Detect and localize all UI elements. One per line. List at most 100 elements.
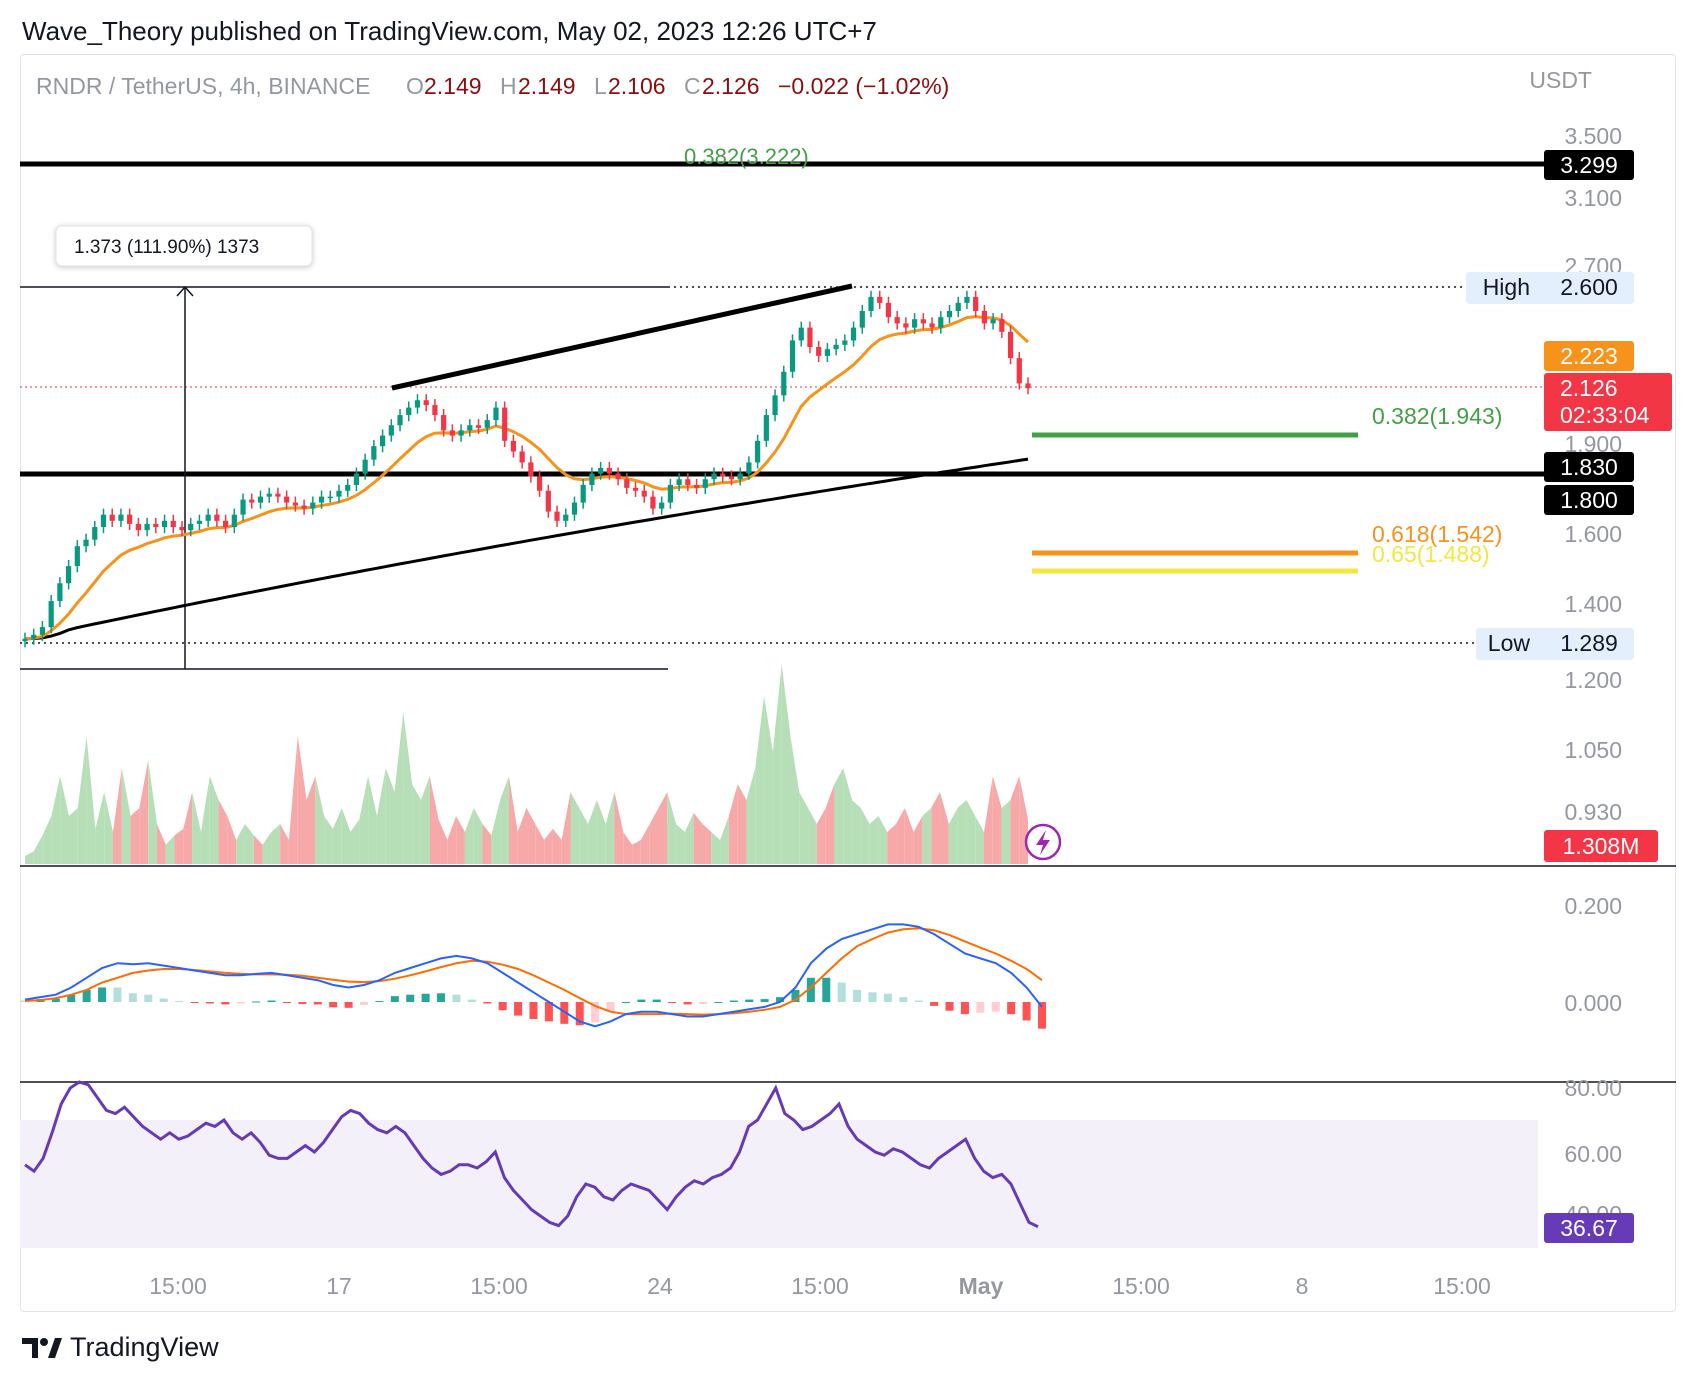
macd-histogram-bar	[914, 1000, 923, 1002]
candle-body	[781, 371, 787, 396]
volume-segment	[940, 792, 949, 864]
volume-segment	[579, 808, 589, 864]
macd-histogram-bar	[452, 994, 461, 1002]
macd-histogram-bar	[883, 993, 892, 1002]
volume-segment	[1010, 776, 1020, 864]
volume-segment	[218, 800, 228, 864]
volume-segment	[623, 832, 633, 864]
volume-segment	[570, 792, 580, 864]
candle-body	[755, 440, 761, 463]
time-axis[interactable]: 15:00 17 15:00 24 15:00 May 15:00 8 15:0…	[149, 1273, 1491, 1299]
volume-segment	[227, 816, 237, 864]
macd-histogram-bar	[21, 1000, 29, 1002]
macd-histogram-bar	[837, 982, 846, 1002]
macd-histogram-bar	[560, 1002, 569, 1024]
volume-segment	[816, 808, 826, 864]
candle-body	[388, 425, 394, 436]
macd-histogram-bar	[483, 1002, 492, 1004]
candle-body	[746, 462, 752, 474]
candle-body	[528, 462, 534, 477]
y-tick: 1.050	[1564, 737, 1622, 763]
macd-histogram-bar	[621, 1002, 630, 1003]
candle-body	[598, 467, 604, 474]
candle-body	[685, 479, 691, 485]
candle-body	[371, 446, 377, 460]
measure-arrowhead	[176, 285, 194, 297]
volume-segment	[975, 816, 985, 864]
volume-segment	[517, 808, 527, 864]
volume-segment	[315, 776, 325, 864]
macd-histogram-bar	[205, 1002, 214, 1004]
close-value: 2.126	[702, 73, 760, 99]
fib-618-label: 0.618(1.542)	[1372, 521, 1502, 547]
lightning-icon[interactable]	[1024, 823, 1062, 861]
candle-body	[702, 479, 708, 488]
candle-body	[66, 566, 72, 584]
macd-histogram-bar	[806, 977, 815, 1002]
candle-body	[894, 317, 900, 324]
volume-segment	[464, 808, 474, 864]
macd-histogram-bar	[190, 1002, 199, 1003]
high-label: H	[500, 73, 517, 99]
candle-body	[467, 425, 473, 431]
candle-body	[432, 405, 438, 416]
volume-segment	[834, 768, 844, 864]
macd-histogram-bar	[791, 989, 800, 1002]
candle-body	[57, 583, 63, 602]
macd-histogram-bar	[514, 1002, 523, 1016]
macd-histogram-bar	[1022, 1002, 1031, 1021]
currency-label: USDT	[1529, 67, 1592, 93]
macd-tick: 0.000	[1564, 990, 1622, 1016]
ohlc-legend: RNDR / TetherUS, 4h, BINANCE O 2.149 H 2…	[36, 73, 949, 99]
candle-body	[493, 407, 499, 421]
volume-segment	[878, 816, 888, 864]
resistance-tag: 3.299	[1560, 152, 1618, 178]
candle-body	[484, 420, 490, 428]
candle-body	[336, 490, 342, 497]
volume-segment	[68, 808, 78, 864]
volume-segment	[632, 840, 641, 864]
candle-body	[545, 490, 551, 512]
volume-segment	[746, 768, 756, 864]
candle-body	[100, 514, 107, 528]
x-tick: 15:00	[1112, 1273, 1170, 1299]
ema50-tag: 2.223	[1560, 343, 1618, 369]
macd-histogram-bar	[606, 1002, 615, 1012]
x-tick: 17	[326, 1273, 352, 1299]
volume-segment	[51, 776, 61, 864]
candle-body	[127, 514, 133, 524]
candle-body	[850, 327, 857, 341]
volume-segment	[148, 760, 157, 864]
volume-segment	[825, 784, 835, 864]
candle-body	[964, 296, 970, 303]
macd-histogram-bar	[529, 1002, 538, 1019]
volume-segment	[165, 835, 175, 864]
volume-segment	[156, 824, 166, 864]
macd-histogram-bar	[67, 994, 76, 1002]
macd-histogram-bar	[1007, 1002, 1016, 1015]
candle-body	[458, 430, 464, 436]
trendline[interactable]	[391, 283, 853, 391]
macd-histogram-bar	[899, 997, 908, 1002]
candle-body	[824, 349, 830, 356]
ema50-line	[24, 315, 1030, 641]
volume-segment	[552, 828, 562, 864]
volume-segment	[1019, 776, 1028, 864]
y-tick: 0.930	[1564, 799, 1622, 825]
volume-segment	[1001, 800, 1011, 864]
volume-segment	[42, 816, 52, 864]
macd-histogram-bar	[853, 989, 862, 1002]
x-tick: May	[959, 1273, 1004, 1299]
macd-tick: 0.200	[1564, 893, 1622, 919]
open-label: O	[406, 73, 424, 99]
macd-histogram-bar	[421, 993, 430, 1002]
volume-segment	[676, 824, 685, 864]
candle-body	[118, 514, 124, 521]
candle-body	[205, 514, 211, 521]
volume-segment	[526, 808, 536, 864]
volume-segment	[755, 696, 765, 864]
candle-body	[580, 484, 586, 503]
tradingview-brand: TradingView	[70, 1332, 219, 1362]
macd-histogram-bar	[221, 1002, 230, 1005]
